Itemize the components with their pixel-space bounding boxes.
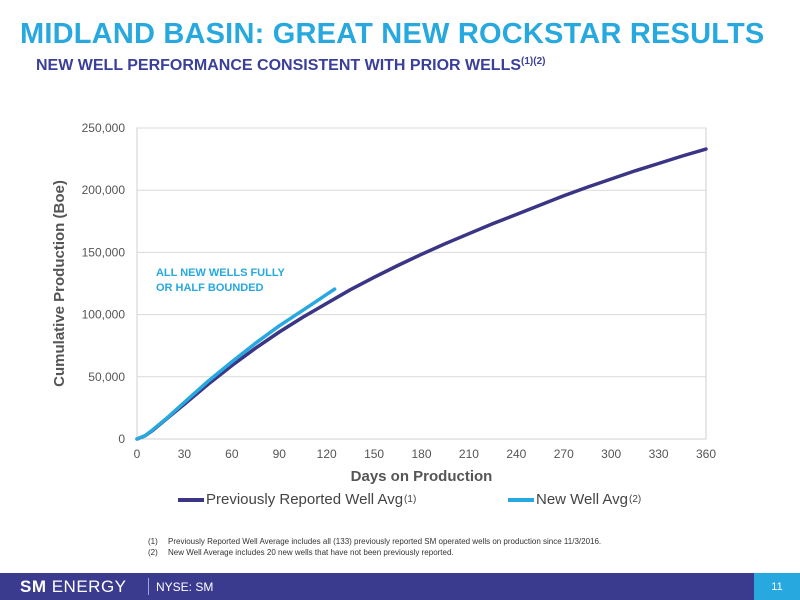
x-tick-label: 240 <box>506 447 526 461</box>
footnote-1-number: (1) <box>148 537 158 546</box>
page-number: 11 <box>754 573 800 600</box>
legend-label-new-well: New Well Avg <box>536 491 628 508</box>
footnote-1: (1) Previously Reported Well Average inc… <box>148 537 601 548</box>
y-axis-title: Cumulative Production (Boe) <box>51 180 68 387</box>
footnote-2-number: (2) <box>148 547 158 557</box>
series-line-new-well <box>135 287 337 441</box>
annotation-line: OR HALF BOUNDED <box>156 282 264 294</box>
chart-legend: Previously Reported Well Avg (1) New Well… <box>0 491 800 515</box>
annotation-line: ALL NEW WELLS FULLY <box>156 267 286 279</box>
x-tick-label: 210 <box>459 447 479 461</box>
slide-title: MIDLAND BASIN: GREAT NEW ROCKSTAR RESULT… <box>20 18 765 50</box>
y-tick-label: 50,000 <box>88 370 125 384</box>
slide-subtitle: NEW WELL PERFORMANCE CONSISTENT WITH PRI… <box>36 56 545 75</box>
logo-bold-text: SM <box>20 577 47 596</box>
x-tick-label: 120 <box>317 447 337 461</box>
x-tick-label: 330 <box>649 447 669 461</box>
legend-entry-new-well: New Well Avg (2) <box>508 491 641 508</box>
x-tick-label: 270 <box>554 447 574 461</box>
legend-entry-previously-reported: Previously Reported Well Avg (1) <box>178 491 416 508</box>
legend-label-previously-reported: Previously Reported Well Avg <box>206 491 404 508</box>
footnote-2-text: New Well Average includes 20 new wells t… <box>168 547 454 557</box>
footer-divider <box>148 578 149 595</box>
y-tick-label: 250,000 <box>82 121 126 135</box>
company-logo: SM ENERGY <box>20 577 127 597</box>
subtitle-text: NEW WELL PERFORMANCE CONSISTENT WITH PRI… <box>36 57 522 74</box>
y-tick-label: 0 <box>118 432 125 446</box>
x-tick-label: 300 <box>601 447 621 461</box>
y-tick-label: 150,000 <box>82 245 126 259</box>
x-tick-label: 30 <box>178 447 192 461</box>
footnote-1-text: Previously Reported Well Average include… <box>168 537 602 546</box>
x-tick-label: 60 <box>225 447 239 461</box>
subtitle-notes: (1)(2) <box>521 56 546 67</box>
x-tick-label: 360 <box>696 447 716 461</box>
x-axis-title: Days on Production <box>351 468 493 485</box>
legend-swatch-new-well <box>508 497 534 502</box>
legend-note-previously-reported: (1) <box>404 494 417 505</box>
series-line-previously-reported <box>135 147 708 441</box>
x-tick-label: 90 <box>273 447 287 461</box>
footnote-2: (2) New Well Average includes 20 new wel… <box>148 548 601 559</box>
y-tick-label: 200,000 <box>82 183 126 197</box>
footnotes: (1) Previously Reported Well Average inc… <box>148 537 601 558</box>
logo-text: ENERGY <box>46 577 127 596</box>
x-tick-label: 0 <box>134 447 141 461</box>
x-tick-label: 180 <box>411 447 431 461</box>
legend-swatch-previously-reported <box>178 497 204 502</box>
x-tick-label: 150 <box>364 447 384 461</box>
stock-ticker: NYSE: SM <box>156 580 214 594</box>
footer-bar: SM ENERGY NYSE: SM 11 <box>0 573 800 600</box>
production-chart: 0 50,000 100,000 150,000 200,000 250,000 0 30 60… <box>51 121 716 485</box>
legend-note-new-well: (2) <box>629 494 642 505</box>
y-tick-label: 100,000 <box>82 308 126 322</box>
